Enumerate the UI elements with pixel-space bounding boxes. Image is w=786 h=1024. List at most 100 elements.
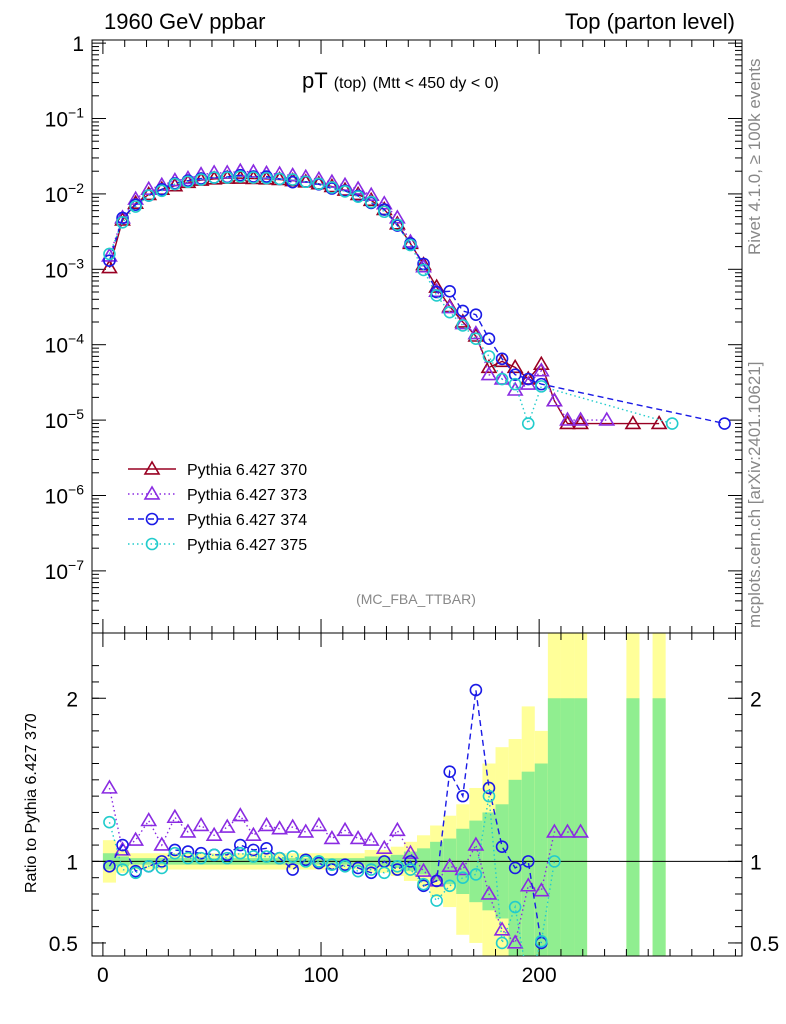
ratio-point-s374 <box>404 855 417 868</box>
ratio-point-s375 <box>273 851 286 865</box>
main-data-series <box>101 162 731 430</box>
main-point-s374 <box>103 254 116 268</box>
ratio-ylabel: Ratio to Pythia 6.427 370 <box>23 713 40 893</box>
legend-label-s373: Pythia 6.427 373 <box>187 487 307 504</box>
main-ytick-label-7: 10−7 <box>45 557 85 584</box>
main-point-s374 <box>521 372 535 386</box>
ratio-point-s374 <box>443 765 457 778</box>
ratio-point-s373 <box>362 831 380 846</box>
main-point-s375 <box>207 171 221 184</box>
ratio-point-s374 <box>247 843 260 857</box>
ratio-point-s374 <box>456 789 470 803</box>
header-right: Top (parton level) <box>565 9 735 34</box>
ratio-point-s375 <box>535 935 548 948</box>
main-point-s375 <box>260 171 273 185</box>
main-point-s375 <box>299 175 313 189</box>
ratio-point-s373 <box>375 839 393 855</box>
main-ytick-label-3: 10−3 <box>45 255 85 282</box>
ratio-point-s373 <box>140 812 158 827</box>
main-point-s374 <box>718 417 731 430</box>
main-point-s370 <box>532 355 550 370</box>
main-point-s375 <box>116 216 129 229</box>
ratio-point-s373 <box>493 921 511 936</box>
ratio-ytick-label-left-2: 2 <box>66 688 78 711</box>
ratio-ytick-label-left-0: 0.5 <box>49 933 78 956</box>
band-green-18 <box>574 698 588 956</box>
ratio-point-s375 <box>508 900 522 914</box>
ratio-point-s375 <box>116 863 129 876</box>
main-point-s375 <box>495 372 509 386</box>
ratio-point-s373 <box>454 860 472 876</box>
main-axis-ticks: 1 10−1 10−2 10−3 10−4 10−5 10−6 10−7 <box>45 33 742 633</box>
ratio-point-s374 <box>168 843 182 857</box>
ratio-point-s373 <box>559 823 576 838</box>
ratio-point-s375 <box>548 855 561 868</box>
main-point-s375 <box>181 175 195 189</box>
ratio-point-s375 <box>129 866 142 880</box>
main-point-s370 <box>480 358 498 374</box>
main-point-s373 <box>101 247 118 262</box>
ratio-point-s374 <box>508 861 522 875</box>
main-point-s373 <box>375 195 393 210</box>
main-point-s375 <box>404 238 417 252</box>
ratio-ytick-label-right-0: 0.5 <box>750 933 779 956</box>
main-point-s373 <box>323 173 341 188</box>
main-point-s375 <box>312 177 326 191</box>
main-point-s373 <box>349 180 367 195</box>
main-point-s375 <box>391 218 404 232</box>
main-point-s370 <box>336 181 354 196</box>
mcplots-label: mcplots.cern.ch [arXiv:2401.10621] <box>745 362 764 628</box>
main-point-s375 <box>338 185 352 198</box>
main-point-s373 <box>245 163 262 178</box>
main-point-s375 <box>469 332 483 346</box>
band-green-15 <box>534 763 548 956</box>
legend-marker-s370 <box>143 460 161 475</box>
ratio-point-s375 <box>443 879 457 893</box>
main-point-s370 <box>323 178 341 193</box>
header-left: 1960 GeV ppbar <box>104 9 265 34</box>
main-point-s375 <box>456 319 470 332</box>
legend-label-s375: Pythia 6.427 375 <box>187 537 307 554</box>
main-point-s370 <box>101 259 118 274</box>
plot-title-sub1: (top) <box>334 75 367 92</box>
main-point-s374 <box>456 304 470 318</box>
ratio-point-s373 <box>546 823 563 838</box>
main-ytick-label-4: 10−4 <box>45 331 85 358</box>
main-point-s375 <box>443 305 457 319</box>
main-point-s374 <box>430 285 443 299</box>
main-point-s375 <box>521 417 535 430</box>
ratio-point-s375 <box>247 850 260 863</box>
ratio-ytick-label-right-1: 1 <box>750 851 762 874</box>
ratio-point-s375 <box>351 864 365 878</box>
ratio-point-s375 <box>312 855 326 868</box>
main-point-s375 <box>103 247 116 261</box>
ratio-point-s373 <box>101 779 118 794</box>
ratio-point-s373 <box>415 862 432 877</box>
ratio-point-s373 <box>271 820 288 835</box>
main-point-s370 <box>506 358 524 374</box>
ratio-point-s375 <box>220 851 234 865</box>
band-green-20 <box>652 698 666 956</box>
ratio-point-s374 <box>181 845 195 858</box>
ratio-point-s374 <box>495 840 509 854</box>
ratio-ytick-label-left-1: 1 <box>66 851 78 874</box>
band-green-16 <box>547 698 561 956</box>
main-point-s375 <box>129 200 142 213</box>
band-green-19 <box>626 698 640 956</box>
main-point-s370 <box>572 414 589 430</box>
legend-marker-s374 <box>145 512 159 526</box>
ratio-point-s375 <box>377 866 391 880</box>
main-point-s370 <box>493 352 511 368</box>
ratio-point-s373 <box>153 836 171 851</box>
ratio-point-s374 <box>364 866 378 880</box>
main-point-s374 <box>443 285 457 298</box>
main-point-s375 <box>325 181 339 194</box>
ratio-point-s373 <box>166 808 184 824</box>
main-point-s375 <box>364 195 378 209</box>
ratio-point-s375 <box>181 851 195 865</box>
main-point-s373 <box>598 411 616 426</box>
plot-title-sub2: (Mtt < 450 dy < 0) <box>373 75 499 92</box>
main-point-s374 <box>469 308 483 321</box>
analysis-label: (MC_FBA_TTBAR) <box>356 591 476 607</box>
ratio-point-s375 <box>155 861 169 875</box>
